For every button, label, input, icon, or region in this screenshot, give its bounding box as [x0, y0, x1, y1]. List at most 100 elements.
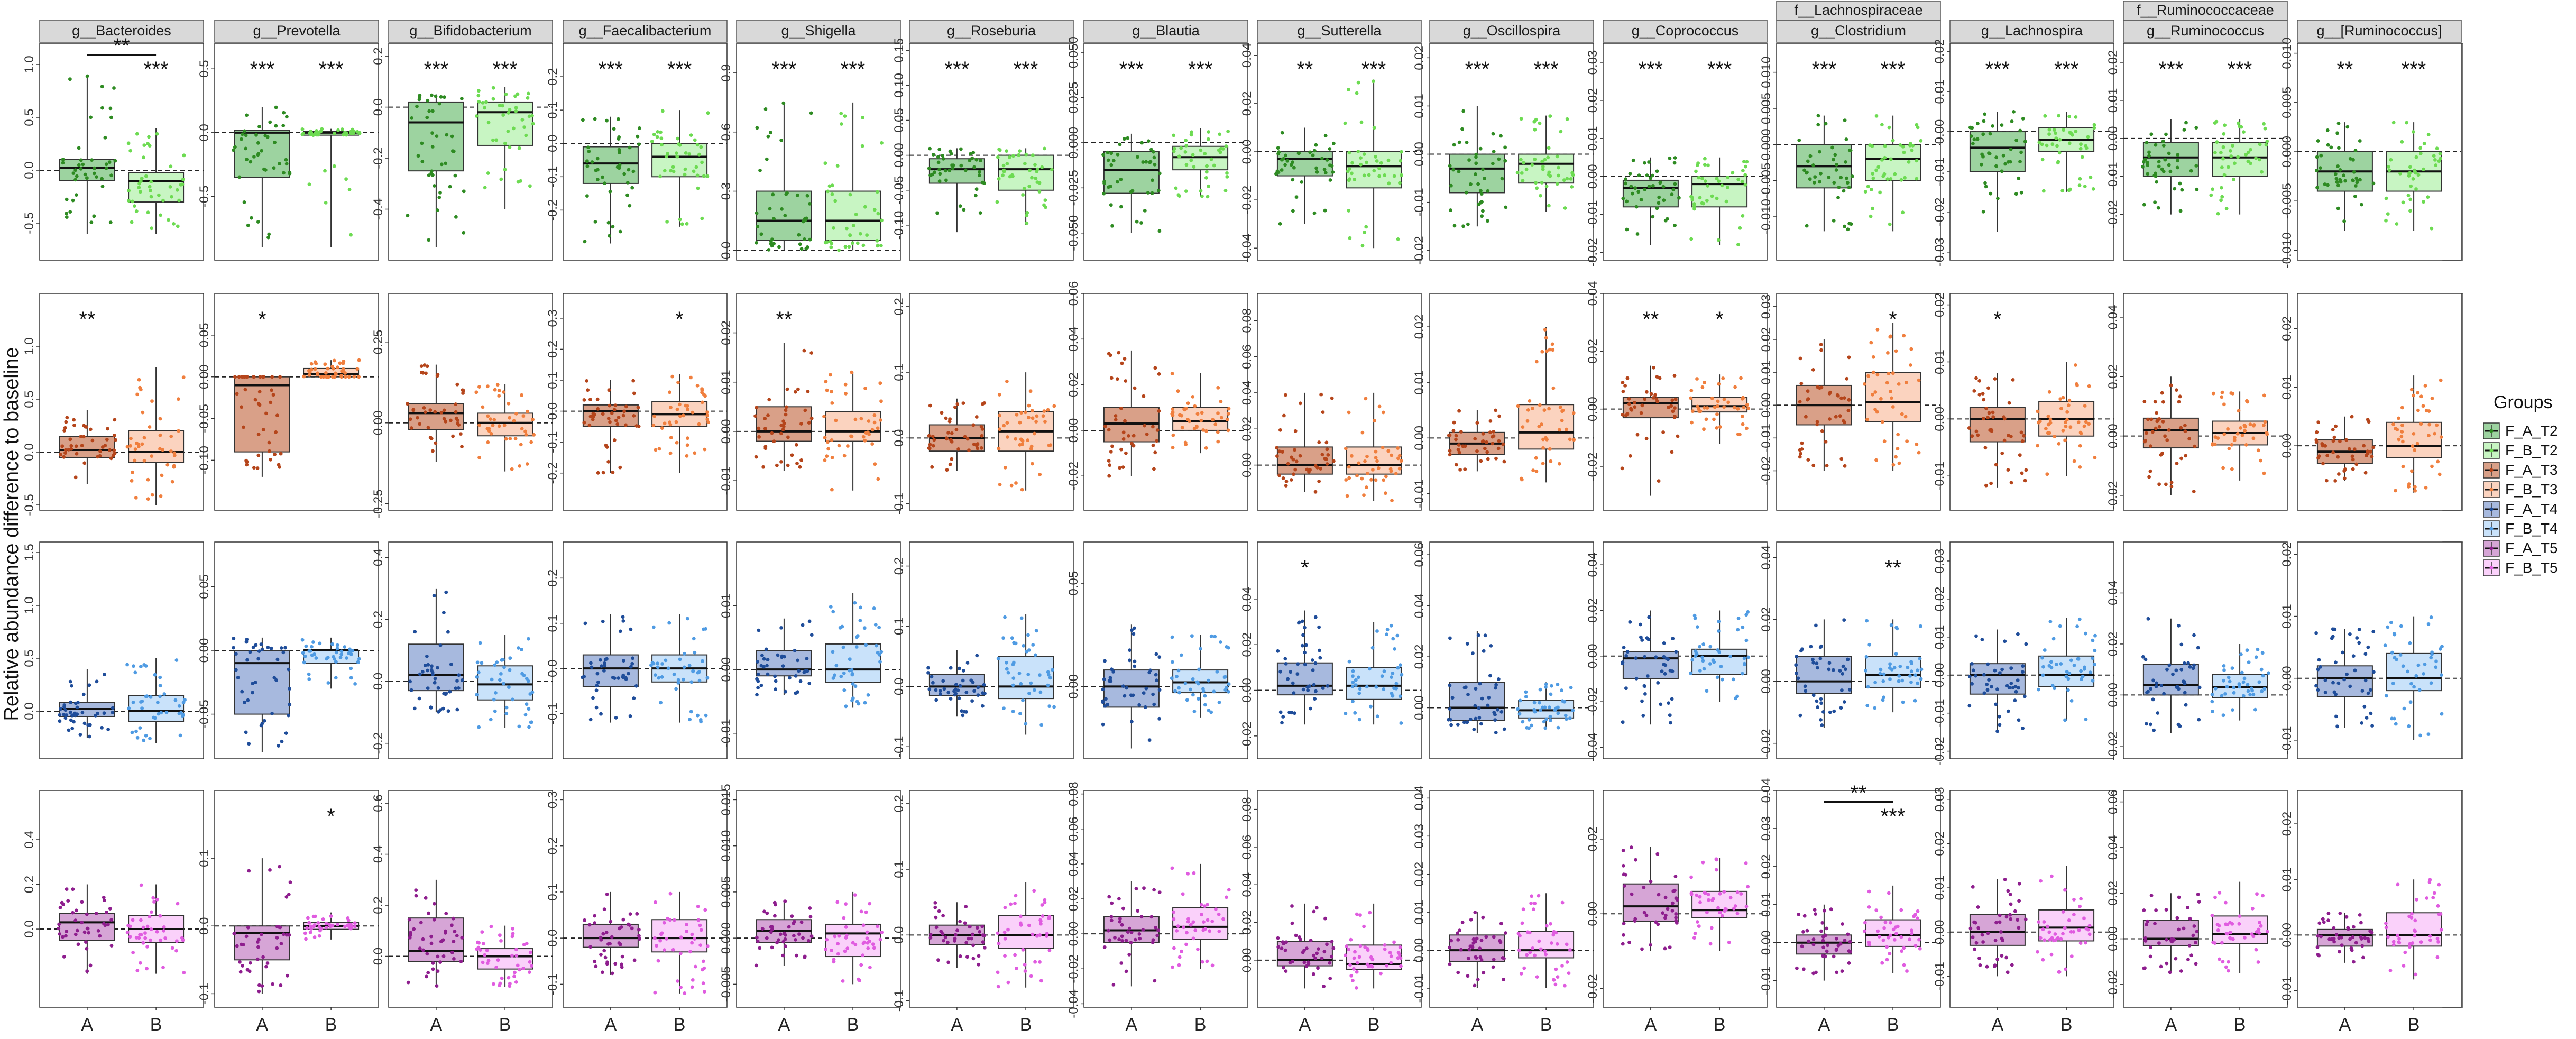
data-point — [1635, 205, 1639, 209]
data-point — [962, 401, 965, 405]
data-point — [1811, 368, 1815, 372]
data-point — [2000, 452, 2004, 455]
data-point — [303, 932, 307, 935]
data-point — [2198, 686, 2202, 689]
y-tick-label: 0.000 — [1759, 128, 1773, 160]
data-point — [2062, 128, 2065, 132]
data-point — [934, 698, 938, 702]
data-point — [1648, 185, 1651, 188]
data-point — [669, 436, 673, 439]
data-point — [307, 677, 311, 681]
data-point — [137, 378, 141, 382]
data-point — [2233, 161, 2237, 165]
data-point — [1891, 139, 1895, 143]
data-point — [1736, 628, 1740, 632]
data-point — [1026, 633, 1030, 637]
data-point — [1181, 426, 1184, 429]
data-point — [2175, 388, 2178, 392]
data-point — [2371, 630, 2375, 633]
y-tick-label: 0.000 — [2280, 136, 2294, 168]
data-point — [1328, 163, 1332, 167]
data-point — [1867, 643, 1871, 647]
data-point — [784, 690, 787, 694]
data-point — [2037, 688, 2040, 692]
data-point — [1549, 719, 1552, 722]
panel-T3-7: -0.020.000.020.040.06 — [1066, 281, 1248, 510]
data-point — [1199, 647, 1202, 651]
data-point — [1386, 449, 1390, 453]
data-point — [1344, 712, 1347, 715]
data-point — [2335, 180, 2339, 184]
y-tick-label: 0.00 — [1412, 695, 1427, 720]
data-point — [702, 960, 705, 963]
data-point — [2220, 195, 2224, 199]
data-point — [1633, 186, 1637, 190]
data-point — [1301, 633, 1305, 637]
data-point — [1886, 351, 1890, 355]
panel-frame — [40, 790, 204, 1007]
data-point — [1804, 684, 1807, 688]
data-point — [438, 960, 442, 964]
data-point — [2243, 425, 2247, 429]
significance-B: *** — [2054, 58, 2079, 81]
data-point — [2175, 462, 2179, 465]
data-point — [2265, 431, 2269, 435]
data-point — [1131, 632, 1135, 636]
data-point — [1660, 669, 1664, 673]
data-point — [142, 941, 145, 945]
data-point — [2177, 400, 2181, 404]
data-point — [282, 171, 286, 175]
y-tick-label: -0.005 — [2280, 183, 2294, 219]
y-tick-label: 0.08 — [1240, 308, 1254, 333]
data-point — [928, 147, 932, 151]
data-point — [1282, 414, 1286, 418]
data-point — [850, 673, 854, 677]
data-point — [1309, 707, 1312, 711]
data-point — [60, 444, 64, 448]
data-point — [140, 933, 143, 936]
data-point — [618, 166, 621, 170]
data-point — [855, 635, 859, 639]
data-point — [329, 914, 333, 918]
y-tick-label: -0.1 — [197, 983, 211, 1005]
data-point — [2407, 724, 2411, 728]
data-point — [305, 926, 309, 930]
data-point — [783, 655, 786, 659]
data-point — [1275, 454, 1279, 458]
data-point — [135, 969, 139, 972]
data-point — [1320, 157, 1324, 160]
data-point — [435, 134, 439, 138]
data-point — [101, 445, 105, 449]
data-point — [272, 393, 275, 397]
data-point — [1657, 196, 1661, 199]
data-point — [333, 164, 336, 168]
data-point — [1673, 406, 1677, 410]
data-point — [1038, 473, 1042, 476]
data-point — [1828, 417, 1832, 421]
data-point — [1689, 672, 1692, 675]
data-point — [622, 659, 625, 663]
y-tick-label: 0.010 — [2280, 38, 2294, 69]
data-point — [138, 386, 142, 390]
data-point — [784, 409, 788, 412]
data-point — [320, 127, 324, 131]
data-point — [256, 153, 260, 157]
data-point — [1832, 710, 1836, 713]
data-point — [1900, 679, 1904, 683]
data-point — [1820, 723, 1824, 727]
data-point — [1364, 397, 1368, 400]
data-point — [162, 692, 166, 696]
data-point — [477, 456, 481, 459]
data-point — [1018, 149, 1022, 153]
data-point — [2248, 693, 2252, 696]
data-point — [1376, 714, 1379, 718]
data-point — [250, 216, 253, 220]
data-point — [1140, 141, 1144, 145]
data-point — [512, 974, 516, 978]
data-point — [946, 691, 950, 695]
data-point — [660, 675, 664, 679]
data-point — [617, 137, 621, 141]
y-tick-label: 0.00 — [1240, 678, 1254, 703]
data-point — [1226, 130, 1230, 133]
data-point — [1970, 682, 1974, 686]
